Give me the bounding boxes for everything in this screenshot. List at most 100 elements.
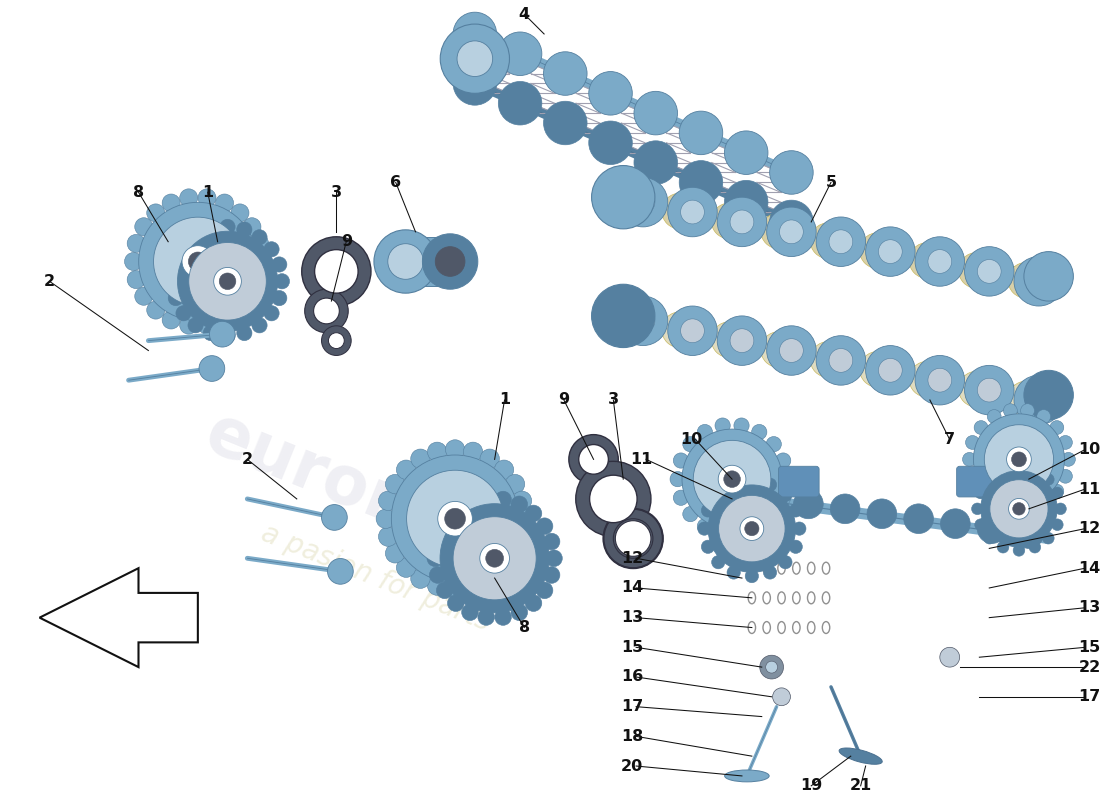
Circle shape bbox=[604, 509, 663, 568]
Circle shape bbox=[146, 204, 165, 222]
Circle shape bbox=[712, 488, 725, 502]
Circle shape bbox=[231, 301, 249, 319]
Circle shape bbox=[671, 202, 689, 220]
Circle shape bbox=[751, 518, 767, 534]
Circle shape bbox=[385, 544, 405, 563]
Circle shape bbox=[668, 187, 717, 237]
Text: 3: 3 bbox=[331, 185, 342, 200]
Circle shape bbox=[1027, 270, 1050, 293]
Circle shape bbox=[975, 484, 988, 498]
Circle shape bbox=[252, 318, 267, 333]
Circle shape bbox=[162, 194, 180, 212]
Circle shape bbox=[683, 506, 698, 522]
Text: 4: 4 bbox=[519, 6, 530, 22]
Circle shape bbox=[444, 508, 465, 529]
Circle shape bbox=[305, 290, 349, 333]
Text: 11: 11 bbox=[1078, 482, 1100, 497]
Circle shape bbox=[618, 296, 668, 346]
Circle shape bbox=[494, 558, 514, 578]
Circle shape bbox=[671, 321, 689, 338]
Circle shape bbox=[231, 204, 249, 222]
Circle shape bbox=[968, 262, 986, 279]
Circle shape bbox=[128, 234, 145, 252]
Circle shape bbox=[966, 470, 979, 483]
Circle shape bbox=[702, 540, 715, 554]
Circle shape bbox=[866, 346, 915, 395]
Circle shape bbox=[745, 522, 759, 536]
Text: 17: 17 bbox=[620, 699, 644, 714]
Circle shape bbox=[766, 661, 778, 673]
Circle shape bbox=[204, 222, 218, 237]
Circle shape bbox=[712, 555, 725, 569]
Circle shape bbox=[182, 246, 213, 278]
Circle shape bbox=[770, 341, 788, 358]
Circle shape bbox=[543, 566, 560, 583]
Circle shape bbox=[537, 518, 553, 534]
Circle shape bbox=[1012, 452, 1026, 466]
Circle shape bbox=[776, 453, 791, 468]
Circle shape bbox=[662, 312, 697, 347]
Circle shape bbox=[456, 41, 493, 77]
Circle shape bbox=[453, 517, 536, 600]
Circle shape bbox=[767, 207, 816, 257]
Circle shape bbox=[789, 540, 802, 554]
Circle shape bbox=[702, 504, 715, 517]
Circle shape bbox=[590, 475, 637, 522]
Polygon shape bbox=[406, 237, 450, 286]
Circle shape bbox=[154, 217, 242, 306]
Circle shape bbox=[981, 470, 1057, 547]
Circle shape bbox=[998, 542, 1009, 553]
Circle shape bbox=[751, 425, 767, 440]
Circle shape bbox=[188, 230, 204, 245]
Circle shape bbox=[958, 253, 994, 288]
Text: 16: 16 bbox=[620, 670, 644, 685]
Circle shape bbox=[681, 200, 704, 224]
Circle shape bbox=[1008, 382, 1044, 417]
Text: 8: 8 bbox=[133, 185, 144, 200]
Circle shape bbox=[437, 518, 453, 534]
Circle shape bbox=[869, 361, 887, 378]
Circle shape bbox=[879, 240, 902, 263]
Circle shape bbox=[860, 351, 895, 387]
Circle shape bbox=[962, 453, 977, 466]
Circle shape bbox=[673, 453, 689, 468]
Circle shape bbox=[915, 355, 965, 405]
Circle shape bbox=[1027, 388, 1050, 412]
Circle shape bbox=[772, 688, 791, 706]
Circle shape bbox=[879, 358, 902, 382]
Circle shape bbox=[1014, 257, 1064, 306]
Text: 13: 13 bbox=[620, 610, 644, 625]
Text: 5: 5 bbox=[825, 175, 837, 190]
Circle shape bbox=[740, 517, 763, 541]
Circle shape bbox=[513, 527, 531, 546]
Circle shape bbox=[715, 525, 730, 540]
Circle shape bbox=[537, 582, 553, 598]
Text: euromare: euromare bbox=[195, 400, 557, 598]
Circle shape bbox=[1024, 252, 1074, 301]
Circle shape bbox=[410, 449, 430, 469]
Text: 7: 7 bbox=[944, 432, 955, 447]
Circle shape bbox=[592, 166, 654, 229]
Circle shape bbox=[179, 316, 198, 334]
Circle shape bbox=[904, 504, 934, 534]
Circle shape bbox=[745, 570, 759, 582]
Circle shape bbox=[513, 491, 531, 510]
Circle shape bbox=[679, 111, 723, 154]
Circle shape bbox=[480, 449, 499, 469]
Circle shape bbox=[512, 496, 528, 513]
Circle shape bbox=[779, 488, 792, 502]
Circle shape bbox=[176, 306, 191, 321]
Circle shape bbox=[718, 495, 785, 562]
Circle shape bbox=[1043, 474, 1054, 486]
Circle shape bbox=[1006, 447, 1032, 472]
Circle shape bbox=[515, 509, 534, 529]
Circle shape bbox=[718, 466, 746, 493]
Circle shape bbox=[569, 434, 618, 484]
Circle shape bbox=[477, 491, 495, 508]
Circle shape bbox=[779, 471, 794, 486]
Circle shape bbox=[761, 332, 796, 367]
Circle shape bbox=[761, 213, 796, 249]
Circle shape bbox=[1043, 532, 1054, 544]
Circle shape bbox=[770, 200, 813, 244]
Circle shape bbox=[179, 189, 198, 207]
